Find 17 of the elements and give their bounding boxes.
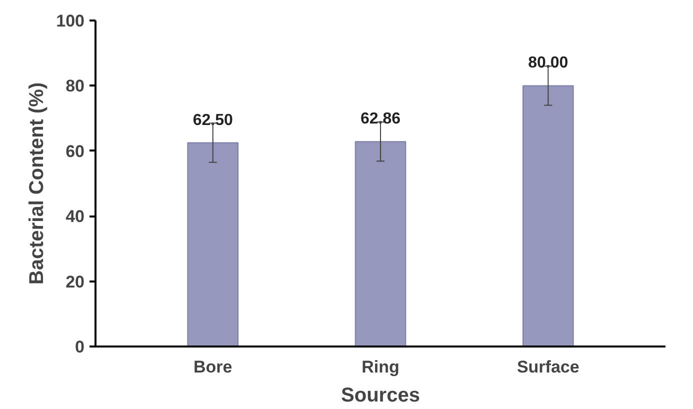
bar [522, 85, 574, 346]
data-label: 80.00 [528, 54, 568, 72]
y-tick-label: 0 [75, 338, 85, 356]
x-axis-title: Sources [341, 384, 420, 406]
y-tick-label: 40 [66, 207, 85, 226]
bar [187, 142, 238, 346]
y-axis-title: Bacterial Content (%) [26, 82, 48, 285]
bar [354, 141, 406, 346]
y-tick-label: 20 [66, 272, 85, 292]
x-tick-label: Bore [193, 358, 232, 376]
data-label: 62.86 [360, 110, 401, 128]
data-label: 62.50 [192, 112, 233, 129]
x-tick-label: Ring [362, 358, 400, 376]
y-tick-label: 100 [56, 12, 85, 30]
y-tick-label: 60 [66, 142, 85, 161]
y-tick-label: 80 [66, 76, 85, 96]
x-tick-label: Surface [516, 358, 580, 376]
